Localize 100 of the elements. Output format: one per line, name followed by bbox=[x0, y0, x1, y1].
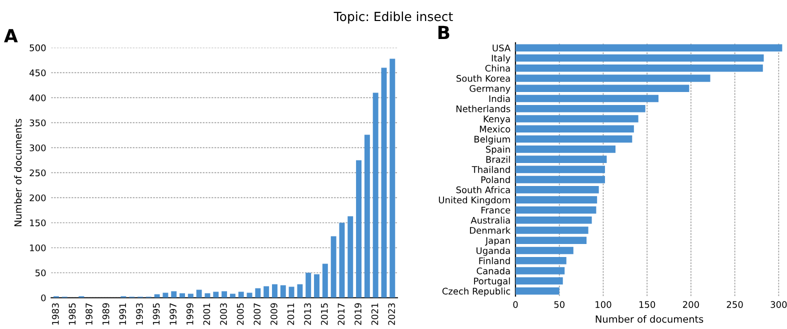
bar bbox=[222, 291, 228, 298]
x-tick-label: 250 bbox=[726, 301, 743, 308]
y-tick-label: South Korea bbox=[456, 74, 510, 82]
x-tick-label: 1999 bbox=[186, 303, 194, 325]
x-tick-label: 2017 bbox=[338, 303, 345, 325]
bar bbox=[515, 125, 634, 133]
y-tick-label: Brazil bbox=[486, 156, 510, 163]
bar bbox=[515, 135, 632, 143]
bar bbox=[515, 277, 563, 285]
bar bbox=[515, 104, 646, 112]
y-tick-label: 100 bbox=[30, 244, 46, 252]
bar bbox=[515, 287, 560, 295]
y-tick-label: 400 bbox=[30, 94, 46, 102]
bar bbox=[264, 286, 270, 298]
y-tick-label: Spain bbox=[486, 146, 510, 154]
y-tick-label: Thailand bbox=[472, 166, 510, 173]
bar bbox=[348, 216, 354, 298]
bar bbox=[515, 115, 638, 122]
bar bbox=[230, 294, 236, 298]
x-tick-label: 2007 bbox=[254, 303, 261, 325]
x-tick-label: 1991 bbox=[119, 303, 126, 325]
x-tick-label: 2015 bbox=[320, 303, 328, 325]
bar bbox=[330, 236, 336, 298]
y-tick-label: India bbox=[489, 95, 510, 102]
y-tick-label: Uganda bbox=[476, 247, 510, 256]
text: A bbox=[4, 29, 18, 42]
bar bbox=[515, 64, 763, 72]
y-tick-label: United Kingdom bbox=[438, 196, 510, 206]
x-tick-label: 200 bbox=[682, 301, 699, 308]
bar bbox=[171, 291, 177, 298]
y-tick-label: USA bbox=[492, 44, 511, 52]
bar bbox=[162, 292, 168, 298]
y-tick-label: 450 bbox=[30, 69, 46, 76]
x-axis-title: Number of documents bbox=[596, 315, 704, 323]
bar bbox=[515, 246, 574, 254]
y-tick-label: China bbox=[485, 64, 510, 72]
y-tick-label: 300 bbox=[30, 144, 46, 152]
x-tick-label: 1985 bbox=[68, 303, 76, 325]
bar bbox=[381, 68, 387, 298]
x-tick-label: 50 bbox=[554, 301, 564, 308]
bar bbox=[180, 293, 185, 298]
bar bbox=[213, 292, 219, 298]
bar bbox=[280, 285, 286, 298]
bar bbox=[515, 44, 782, 52]
x-tick-label: 150 bbox=[639, 301, 656, 308]
x-tick-label: 2023 bbox=[388, 303, 396, 325]
y-tick-label: 50 bbox=[36, 269, 46, 276]
y-tick-label: France bbox=[481, 206, 510, 214]
y-tick-label: South Africa bbox=[456, 186, 510, 194]
bar bbox=[297, 284, 303, 298]
y-tick-label: Netherlands bbox=[456, 105, 510, 112]
x-tick-label: 100 bbox=[596, 301, 612, 308]
x-tick-label: 1983 bbox=[52, 303, 59, 325]
bar bbox=[246, 292, 252, 298]
x-tick-label: 2019 bbox=[354, 303, 362, 325]
x-tick-label: 300 bbox=[770, 301, 787, 308]
y-tick-label: 350 bbox=[30, 119, 46, 126]
text: B bbox=[438, 26, 450, 40]
y-axis-title: Number of documents bbox=[14, 118, 22, 226]
bar bbox=[515, 267, 565, 274]
y-tick-label: Poland bbox=[481, 176, 510, 184]
bar bbox=[322, 264, 328, 298]
y-tick-label: Belgium bbox=[474, 136, 510, 144]
bar bbox=[306, 272, 312, 298]
x-tick-label: 2013 bbox=[304, 303, 311, 325]
bar bbox=[188, 294, 194, 298]
bar bbox=[515, 74, 710, 82]
bar bbox=[196, 290, 202, 298]
bar bbox=[154, 294, 160, 298]
bar bbox=[238, 292, 244, 298]
x-tick-label: 1995 bbox=[152, 303, 160, 325]
y-tick-label: Japan bbox=[484, 237, 510, 246]
bar bbox=[288, 286, 294, 298]
bar bbox=[515, 236, 587, 244]
y-tick-label: Canada bbox=[476, 267, 510, 274]
x-tick-label: 1989 bbox=[102, 303, 110, 325]
y-tick-label: Czech Republic bbox=[442, 288, 510, 296]
x-tick-label: 2005 bbox=[236, 303, 244, 325]
y-tick-label: Kenya bbox=[484, 116, 510, 124]
bar bbox=[272, 284, 278, 298]
bar bbox=[515, 186, 599, 194]
y-tick-label: 250 bbox=[30, 169, 46, 176]
x-tick-label: 0 bbox=[513, 301, 518, 308]
y-tick-label: 500 bbox=[30, 44, 46, 52]
y-tick-label: Finland bbox=[479, 257, 510, 264]
y-tick-label: 0 bbox=[41, 294, 46, 302]
y-tick-label: Italy bbox=[492, 54, 510, 64]
bar bbox=[515, 206, 596, 214]
bar bbox=[515, 196, 598, 204]
bar bbox=[314, 274, 320, 298]
bar bbox=[364, 134, 370, 298]
x-tick-label: 2009 bbox=[270, 303, 278, 325]
bar bbox=[255, 288, 261, 298]
bar bbox=[515, 146, 616, 153]
x-tick-label: 1987 bbox=[86, 303, 92, 325]
x-tick-label: 2011 bbox=[287, 303, 294, 325]
bar bbox=[356, 160, 362, 298]
bar bbox=[339, 222, 345, 298]
bar bbox=[515, 54, 764, 62]
x-tick-label: 2003 bbox=[220, 303, 227, 325]
